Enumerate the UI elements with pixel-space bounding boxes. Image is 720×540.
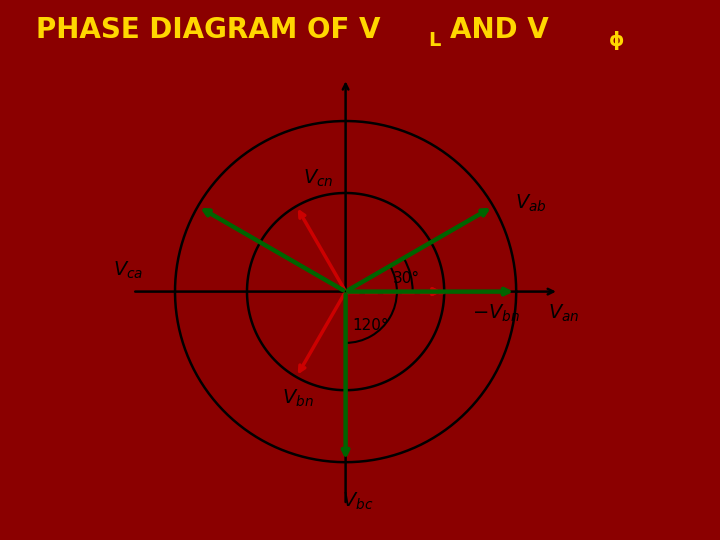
Text: PHASE DIAGRAM OF V: PHASE DIAGRAM OF V bbox=[36, 16, 380, 44]
Text: $V_{ab}$: $V_{ab}$ bbox=[516, 192, 547, 213]
Text: $V_{bn}$: $V_{bn}$ bbox=[282, 387, 314, 409]
Text: $V_{bc}$: $V_{bc}$ bbox=[342, 491, 373, 512]
Text: 120°: 120° bbox=[352, 318, 389, 333]
Text: $V_{an}$: $V_{an}$ bbox=[548, 302, 579, 324]
Text: $V_{ca}$: $V_{ca}$ bbox=[113, 259, 143, 281]
Text: $V_{cn}$: $V_{cn}$ bbox=[302, 167, 333, 189]
Text: 30°: 30° bbox=[393, 271, 420, 286]
Text: $-V_{bn}$: $-V_{bn}$ bbox=[472, 302, 520, 324]
Text: AND V: AND V bbox=[450, 16, 549, 44]
Text: ϕ: ϕ bbox=[608, 31, 624, 50]
Text: L: L bbox=[428, 31, 441, 50]
